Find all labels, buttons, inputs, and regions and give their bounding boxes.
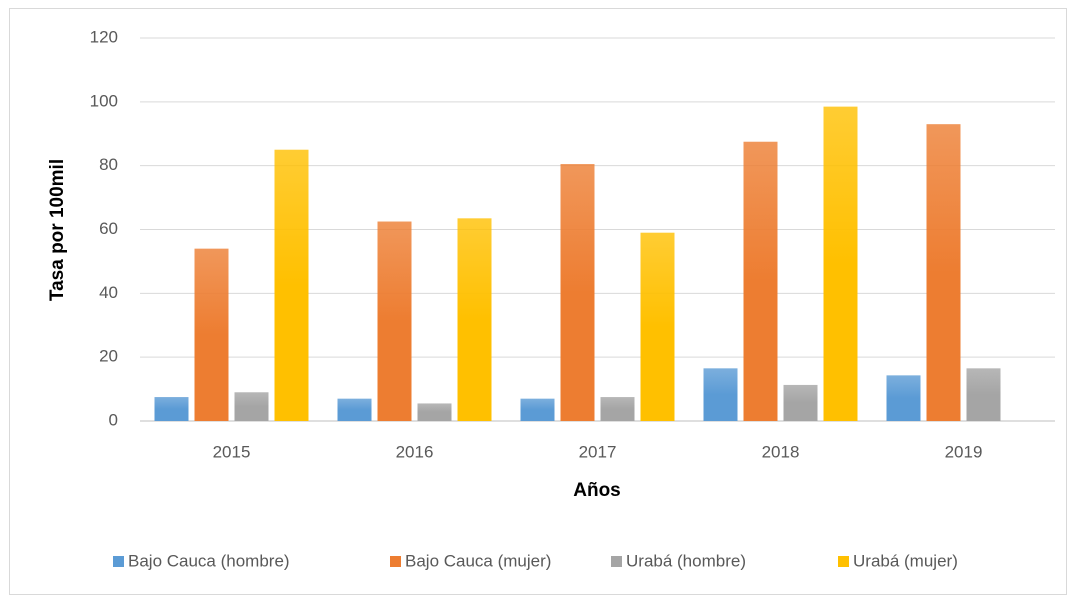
bar bbox=[783, 384, 818, 421]
bar bbox=[966, 368, 1001, 421]
bar bbox=[457, 218, 492, 421]
bar bbox=[337, 398, 372, 421]
y-tick-label: 80 bbox=[99, 155, 118, 174]
legend-label: Bajo Cauca (mujer) bbox=[405, 551, 551, 570]
y-tick-label: 100 bbox=[90, 91, 118, 110]
y-tick-label: 120 bbox=[90, 27, 118, 46]
legend-label: Bajo Cauca (hombre) bbox=[128, 551, 290, 570]
x-axis-title: Años bbox=[573, 480, 621, 501]
bar bbox=[823, 106, 858, 421]
legend-swatch bbox=[113, 556, 124, 567]
x-tick-label: 2016 bbox=[396, 442, 434, 461]
x-tick-label: 2018 bbox=[762, 442, 800, 461]
bar bbox=[417, 403, 452, 421]
bar bbox=[560, 164, 595, 421]
bar bbox=[377, 221, 412, 421]
bar bbox=[703, 368, 738, 421]
x-tick-label: 2017 bbox=[579, 442, 617, 461]
y-tick-label: 40 bbox=[99, 283, 118, 302]
bar bbox=[274, 149, 309, 422]
legend-label: Urabá (mujer) bbox=[853, 551, 958, 570]
y-tick-label: 0 bbox=[109, 410, 118, 429]
y-axis-title: Tasa por 100mil bbox=[47, 159, 68, 301]
y-tick-label: 20 bbox=[99, 347, 118, 366]
x-tick-label: 2019 bbox=[945, 442, 983, 461]
bar bbox=[926, 124, 961, 422]
legend-swatch bbox=[390, 556, 401, 567]
bar bbox=[520, 398, 555, 421]
x-tick-label: 2015 bbox=[213, 442, 251, 461]
bar bbox=[234, 392, 269, 421]
bar bbox=[640, 232, 675, 421]
bar bbox=[600, 397, 635, 421]
bar bbox=[154, 397, 189, 421]
y-tick-label: 60 bbox=[99, 219, 118, 238]
legend-swatch bbox=[838, 556, 849, 567]
bar bbox=[194, 248, 229, 421]
bar bbox=[743, 141, 778, 421]
legend-swatch bbox=[611, 556, 622, 567]
bar bbox=[886, 375, 921, 421]
chart-frame bbox=[9, 8, 1067, 595]
legend-label: Urabá (hombre) bbox=[626, 551, 746, 570]
